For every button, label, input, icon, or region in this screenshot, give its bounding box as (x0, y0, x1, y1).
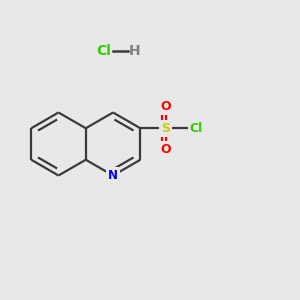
Text: S: S (161, 122, 170, 135)
Text: Cl: Cl (96, 44, 111, 58)
Text: N: N (108, 169, 118, 182)
Text: Cl: Cl (190, 122, 203, 135)
Text: O: O (160, 100, 171, 113)
Text: O: O (160, 143, 171, 156)
Text: H: H (129, 44, 141, 58)
